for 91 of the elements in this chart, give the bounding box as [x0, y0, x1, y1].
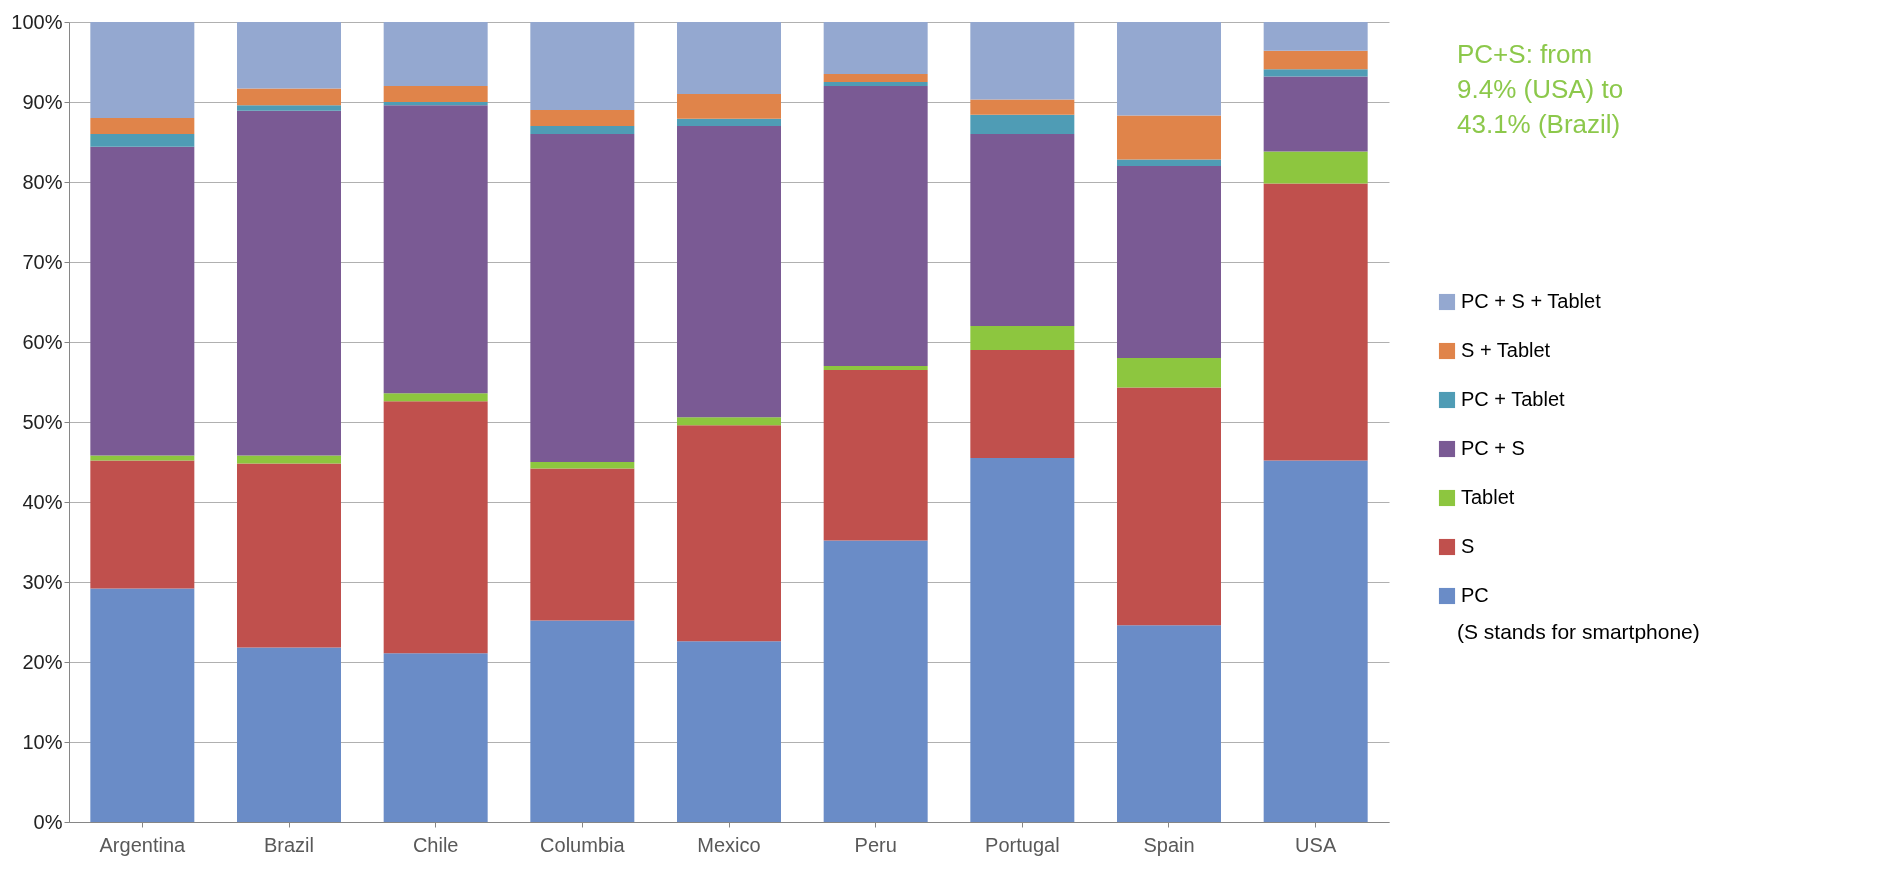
legend-label: S — [1461, 535, 1475, 557]
bar — [823, 82, 928, 86]
bar — [1263, 69, 1368, 77]
bar — [530, 462, 635, 469]
legend-label: Tablet — [1461, 486, 1515, 508]
bar — [90, 22, 195, 118]
bar — [1117, 115, 1221, 160]
bar — [823, 540, 928, 822]
y-tick-label: 20% — [22, 650, 63, 673]
y-tick-label: 40% — [22, 490, 63, 513]
y-tick-label: 80% — [22, 170, 63, 193]
bar — [1117, 387, 1221, 626]
bar — [90, 460, 195, 589]
y-tick-label: 100% — [11, 10, 63, 33]
x-tick-label: Chile — [412, 833, 459, 856]
bar — [1117, 166, 1221, 358]
x-tick-label: Columbia — [540, 833, 626, 856]
x-tick-label: Mexico — [697, 833, 761, 856]
bar — [1117, 22, 1221, 116]
bar — [237, 647, 341, 822]
bar — [530, 22, 635, 110]
bar — [677, 22, 781, 94]
bar — [1117, 358, 1221, 388]
bar — [90, 118, 195, 134]
bar — [970, 326, 1075, 350]
y-tick-label: 90% — [22, 90, 63, 113]
bar — [970, 134, 1075, 326]
bar — [677, 425, 781, 642]
legend-label: PC + Tablet — [1461, 388, 1566, 410]
bar — [530, 110, 635, 126]
text: (S stands for smartphone) — [1457, 620, 1700, 643]
bar — [383, 393, 488, 402]
legend-label: PC + S — [1461, 437, 1525, 459]
bar — [677, 641, 781, 822]
bar — [90, 588, 195, 822]
legend-label: S + Tablet — [1461, 339, 1551, 361]
bar — [1263, 460, 1368, 822]
y-tick-label: 0% — [33, 810, 63, 833]
bar — [970, 99, 1075, 115]
bar — [383, 401, 488, 654]
bar — [970, 350, 1075, 458]
bar — [383, 105, 488, 394]
bar — [1263, 183, 1368, 461]
bar — [90, 146, 195, 456]
bar — [237, 110, 341, 456]
bar — [237, 105, 341, 111]
text: PC+S: from 9.4% (USA) to 43.1% (Brazil) — [1457, 39, 1624, 140]
legend-label: PC + S + Tablet — [1461, 290, 1602, 312]
bar — [823, 86, 928, 366]
y-tick-label: 50% — [22, 410, 63, 433]
bar — [823, 370, 928, 541]
bar — [970, 22, 1075, 100]
bar — [677, 118, 781, 126]
bar — [90, 134, 195, 147]
bar — [530, 134, 635, 462]
bar — [530, 620, 635, 822]
bar — [970, 114, 1075, 134]
bar — [530, 468, 635, 621]
y-tick-label: 10% — [22, 730, 63, 753]
x-tick-label: Portugal — [985, 833, 1060, 856]
bar — [1117, 159, 1221, 166]
bar — [530, 126, 635, 134]
bar — [1263, 22, 1368, 51]
bar — [1117, 625, 1221, 822]
bar — [677, 126, 781, 418]
bar — [1263, 76, 1368, 152]
bar — [823, 22, 928, 74]
legend-label: PC — [1461, 584, 1489, 606]
bar — [383, 22, 488, 86]
x-tick-label: Peru — [854, 833, 897, 856]
bar — [383, 86, 488, 102]
y-tick-label: 70% — [22, 250, 63, 273]
bar — [237, 455, 341, 464]
bar — [1263, 151, 1368, 184]
bar — [237, 463, 341, 648]
x-tick-label: Spain — [1143, 833, 1195, 856]
bar — [383, 653, 488, 822]
bar — [823, 74, 928, 82]
bar — [677, 417, 781, 426]
y-tick-label: 30% — [22, 570, 63, 593]
bar — [237, 22, 341, 89]
bar — [677, 94, 781, 119]
x-tick-label: USA — [1295, 833, 1337, 856]
bar — [383, 102, 488, 106]
bar — [237, 88, 341, 106]
bar — [823, 366, 928, 370]
y-tick-label: 60% — [22, 330, 63, 353]
bar — [1263, 50, 1368, 70]
x-tick-label: Argentina — [99, 833, 187, 856]
bar — [970, 458, 1075, 822]
x-tick-label: Brazil — [263, 833, 315, 856]
